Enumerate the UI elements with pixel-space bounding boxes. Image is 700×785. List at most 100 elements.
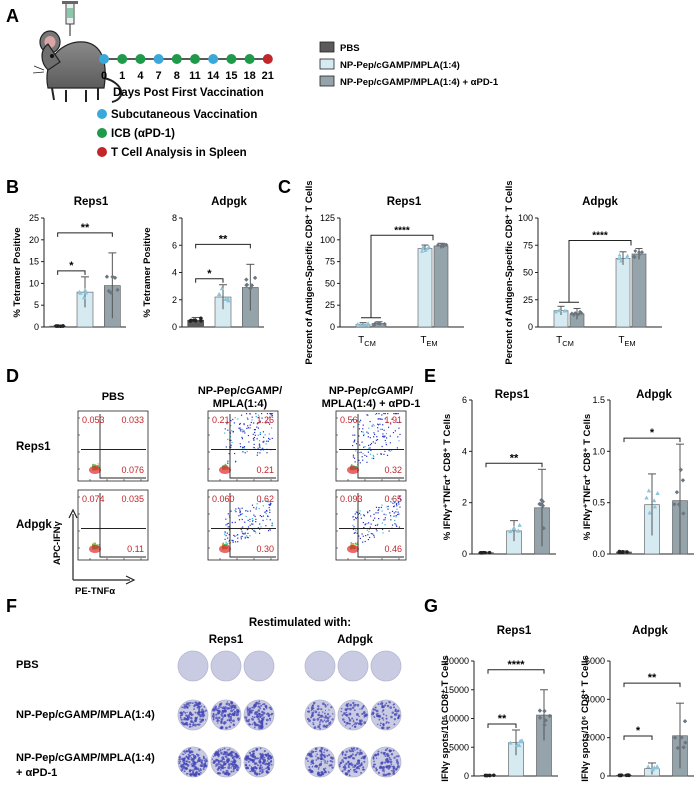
well-spot xyxy=(230,705,233,708)
well-spot xyxy=(328,753,331,756)
well-spot xyxy=(395,755,398,758)
mouse-illustration xyxy=(32,1,123,103)
well-spot xyxy=(386,726,390,730)
well-spot xyxy=(217,765,221,769)
flow-event xyxy=(261,413,263,415)
data-point xyxy=(678,467,684,473)
well-spot xyxy=(192,724,195,727)
flow-event xyxy=(228,526,230,528)
well-spot xyxy=(262,708,265,710)
well-spot xyxy=(316,708,319,711)
well-spot xyxy=(198,748,201,751)
data-point xyxy=(83,290,88,295)
flow-event xyxy=(265,500,267,502)
key-label-analysis: T Cell Analysis in Spleen xyxy=(111,147,247,159)
well-base xyxy=(304,650,336,682)
well-spot xyxy=(377,703,380,706)
well-spot xyxy=(257,757,260,759)
well-spot xyxy=(385,722,388,724)
flow-event xyxy=(358,459,360,462)
well-spot xyxy=(189,747,192,750)
y-tick-label: 15 xyxy=(29,257,39,267)
flow-event xyxy=(269,509,271,511)
flow-event xyxy=(230,446,232,448)
flow-event xyxy=(239,514,242,516)
flow-event xyxy=(387,508,389,510)
y-tick-label: 50 xyxy=(523,268,533,278)
flow-event xyxy=(361,533,363,535)
data-point xyxy=(540,499,546,504)
well-spot xyxy=(329,763,333,767)
flow-event xyxy=(271,413,273,415)
flow-event xyxy=(382,424,384,426)
data-point xyxy=(244,283,249,288)
data-point xyxy=(444,242,449,247)
flow-event xyxy=(253,429,256,431)
flow-event xyxy=(359,510,361,512)
flow-event xyxy=(377,523,379,525)
elispot-well xyxy=(370,746,402,778)
well-spot xyxy=(316,756,320,760)
flow-gate xyxy=(339,493,404,558)
data-point xyxy=(217,292,222,297)
well-spot xyxy=(227,774,229,777)
well-spot xyxy=(311,755,314,758)
well-spot xyxy=(252,767,254,770)
flow-event xyxy=(253,443,255,445)
well-spot xyxy=(306,718,309,720)
well-spot xyxy=(205,758,207,761)
flow-event xyxy=(248,441,250,443)
data-point xyxy=(640,250,645,255)
well-spot xyxy=(178,758,181,761)
significance-bracket xyxy=(623,682,681,688)
flow-event xyxy=(233,422,235,424)
flow-value-tnfa: 0.46 xyxy=(384,544,402,554)
data-point xyxy=(106,288,111,294)
flow-core xyxy=(89,466,101,474)
well-spot xyxy=(347,755,351,759)
well-spot xyxy=(324,705,327,708)
flow-event xyxy=(399,499,402,501)
timeline-dot xyxy=(153,54,164,64)
flow-event xyxy=(379,418,381,420)
flow-event xyxy=(358,435,360,437)
flow-event xyxy=(240,513,242,515)
bar xyxy=(631,253,647,328)
well-spot xyxy=(251,706,253,709)
flow-event xyxy=(258,440,261,442)
well-spot xyxy=(265,762,268,765)
flow-event xyxy=(381,445,383,448)
elispot-col-reps1: Reps1 xyxy=(209,634,244,646)
flow-event xyxy=(260,526,262,528)
data-point xyxy=(81,295,87,300)
well-spot xyxy=(387,765,390,768)
flow-event xyxy=(377,430,379,432)
significance-bracket xyxy=(623,735,653,740)
data-point xyxy=(618,256,623,260)
well-spot xyxy=(186,763,189,766)
well-spot xyxy=(248,751,252,755)
well-spot xyxy=(326,749,328,752)
flow-event xyxy=(362,431,364,433)
data-point xyxy=(547,713,553,719)
well-spot xyxy=(187,749,191,753)
flow-event xyxy=(394,430,396,432)
flow-event xyxy=(268,503,270,506)
well-spot xyxy=(271,713,274,715)
well-spot xyxy=(374,753,377,757)
flow-event xyxy=(230,420,232,422)
flow-event xyxy=(356,420,358,422)
well-spot xyxy=(245,755,249,759)
flow-event xyxy=(262,447,264,449)
flow-event xyxy=(242,446,244,448)
flow-event xyxy=(250,421,252,424)
well-spot xyxy=(344,757,347,759)
well-spot xyxy=(375,767,378,770)
well-spot xyxy=(219,760,222,763)
well-spot xyxy=(260,714,262,716)
data-point xyxy=(361,322,366,327)
well-spot xyxy=(265,713,268,715)
well-spot xyxy=(267,752,270,755)
flow-value-ifng: 0.074 xyxy=(82,494,105,504)
